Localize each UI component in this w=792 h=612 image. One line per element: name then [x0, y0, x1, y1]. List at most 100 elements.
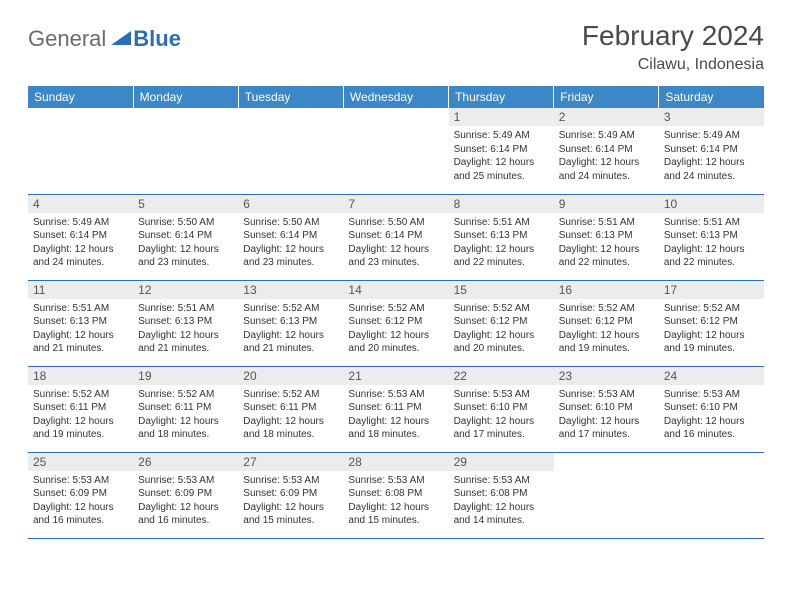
day-number: 12: [133, 281, 238, 299]
calendar-table: Sunday Monday Tuesday Wednesday Thursday…: [28, 86, 764, 539]
calendar-day-cell: 20Sunrise: 5:52 AMSunset: 6:11 PMDayligh…: [238, 366, 343, 452]
day-details: Sunrise: 5:50 AMSunset: 6:14 PMDaylight:…: [133, 213, 238, 275]
calendar-day-cell: 24Sunrise: 5:53 AMSunset: 6:10 PMDayligh…: [659, 366, 764, 452]
day-details: Sunrise: 5:49 AMSunset: 6:14 PMDaylight:…: [449, 126, 554, 188]
calendar-week-row: 25Sunrise: 5:53 AMSunset: 6:09 PMDayligh…: [28, 452, 764, 538]
brand-part2: Blue: [133, 26, 181, 52]
calendar-day-cell: 19Sunrise: 5:52 AMSunset: 6:11 PMDayligh…: [133, 366, 238, 452]
calendar-day-cell: 2Sunrise: 5:49 AMSunset: 6:14 PMDaylight…: [554, 108, 659, 194]
day-details: Sunrise: 5:51 AMSunset: 6:13 PMDaylight:…: [28, 299, 133, 361]
day-details: Sunrise: 5:50 AMSunset: 6:14 PMDaylight:…: [238, 213, 343, 275]
day-details: Sunrise: 5:51 AMSunset: 6:13 PMDaylight:…: [449, 213, 554, 275]
page-title: February 2024: [582, 20, 764, 52]
day-number: 3: [659, 108, 764, 126]
weekday-header: Thursday: [449, 86, 554, 108]
day-number: 11: [28, 281, 133, 299]
header-row: General Blue February 2024 Cilawu, Indon…: [28, 20, 764, 74]
day-details: Sunrise: 5:52 AMSunset: 6:12 PMDaylight:…: [659, 299, 764, 361]
day-number: 23: [554, 367, 659, 385]
day-number: 20: [238, 367, 343, 385]
day-number: 21: [343, 367, 448, 385]
day-number: 13: [238, 281, 343, 299]
brand-part1: General: [28, 26, 106, 52]
calendar-day-cell: 21Sunrise: 5:53 AMSunset: 6:11 PMDayligh…: [343, 366, 448, 452]
calendar-week-row: 4Sunrise: 5:49 AMSunset: 6:14 PMDaylight…: [28, 194, 764, 280]
day-number: 10: [659, 195, 764, 213]
day-details: Sunrise: 5:52 AMSunset: 6:12 PMDaylight:…: [554, 299, 659, 361]
day-details: Sunrise: 5:51 AMSunset: 6:13 PMDaylight:…: [659, 213, 764, 275]
day-details: Sunrise: 5:51 AMSunset: 6:13 PMDaylight:…: [554, 213, 659, 275]
day-number: 29: [449, 453, 554, 471]
day-number: 6: [238, 195, 343, 213]
weekday-header: Monday: [133, 86, 238, 108]
calendar-day-cell: 11Sunrise: 5:51 AMSunset: 6:13 PMDayligh…: [28, 280, 133, 366]
weekday-header: Tuesday: [238, 86, 343, 108]
calendar-week-row: 1Sunrise: 5:49 AMSunset: 6:14 PMDaylight…: [28, 108, 764, 194]
calendar-day-cell: 29Sunrise: 5:53 AMSunset: 6:08 PMDayligh…: [449, 452, 554, 538]
day-number: 14: [343, 281, 448, 299]
day-number: 4: [28, 195, 133, 213]
day-details: Sunrise: 5:53 AMSunset: 6:10 PMDaylight:…: [449, 385, 554, 447]
title-block: February 2024 Cilawu, Indonesia: [582, 20, 764, 74]
day-number: 7: [343, 195, 448, 213]
day-details: Sunrise: 5:49 AMSunset: 6:14 PMDaylight:…: [554, 126, 659, 188]
day-number: 19: [133, 367, 238, 385]
calendar-day-cell: [238, 108, 343, 194]
day-details: Sunrise: 5:49 AMSunset: 6:14 PMDaylight:…: [28, 213, 133, 275]
calendar-day-cell: [554, 452, 659, 538]
calendar-day-cell: 3Sunrise: 5:49 AMSunset: 6:14 PMDaylight…: [659, 108, 764, 194]
day-number: 22: [449, 367, 554, 385]
day-details: Sunrise: 5:52 AMSunset: 6:11 PMDaylight:…: [238, 385, 343, 447]
calendar-day-cell: 12Sunrise: 5:51 AMSunset: 6:13 PMDayligh…: [133, 280, 238, 366]
calendar-day-cell: 23Sunrise: 5:53 AMSunset: 6:10 PMDayligh…: [554, 366, 659, 452]
day-number: 27: [238, 453, 343, 471]
location-subtitle: Cilawu, Indonesia: [582, 56, 764, 74]
calendar-day-cell: 15Sunrise: 5:52 AMSunset: 6:12 PMDayligh…: [449, 280, 554, 366]
day-number: 9: [554, 195, 659, 213]
calendar-day-cell: 18Sunrise: 5:52 AMSunset: 6:11 PMDayligh…: [28, 366, 133, 452]
calendar-day-cell: 22Sunrise: 5:53 AMSunset: 6:10 PMDayligh…: [449, 366, 554, 452]
day-details: Sunrise: 5:51 AMSunset: 6:13 PMDaylight:…: [133, 299, 238, 361]
day-number: 8: [449, 195, 554, 213]
calendar-day-cell: [343, 108, 448, 194]
calendar-day-cell: 6Sunrise: 5:50 AMSunset: 6:14 PMDaylight…: [238, 194, 343, 280]
calendar-day-cell: [28, 108, 133, 194]
day-number: 16: [554, 281, 659, 299]
calendar-day-cell: 14Sunrise: 5:52 AMSunset: 6:12 PMDayligh…: [343, 280, 448, 366]
day-number: 25: [28, 453, 133, 471]
calendar-day-cell: 17Sunrise: 5:52 AMSunset: 6:12 PMDayligh…: [659, 280, 764, 366]
day-details: Sunrise: 5:52 AMSunset: 6:12 PMDaylight:…: [343, 299, 448, 361]
day-details: Sunrise: 5:53 AMSunset: 6:09 PMDaylight:…: [238, 471, 343, 533]
day-details: Sunrise: 5:53 AMSunset: 6:08 PMDaylight:…: [449, 471, 554, 533]
day-details: Sunrise: 5:53 AMSunset: 6:10 PMDaylight:…: [554, 385, 659, 447]
day-details: Sunrise: 5:53 AMSunset: 6:10 PMDaylight:…: [659, 385, 764, 447]
weekday-header-row: Sunday Monday Tuesday Wednesday Thursday…: [28, 86, 764, 108]
day-details: Sunrise: 5:52 AMSunset: 6:13 PMDaylight:…: [238, 299, 343, 361]
calendar-day-cell: [133, 108, 238, 194]
weekday-header: Sunday: [28, 86, 133, 108]
calendar-day-cell: 7Sunrise: 5:50 AMSunset: 6:14 PMDaylight…: [343, 194, 448, 280]
day-details: Sunrise: 5:53 AMSunset: 6:09 PMDaylight:…: [133, 471, 238, 533]
calendar-day-cell: 27Sunrise: 5:53 AMSunset: 6:09 PMDayligh…: [238, 452, 343, 538]
calendar-day-cell: 16Sunrise: 5:52 AMSunset: 6:12 PMDayligh…: [554, 280, 659, 366]
day-number: 24: [659, 367, 764, 385]
day-details: Sunrise: 5:52 AMSunset: 6:11 PMDaylight:…: [133, 385, 238, 447]
day-details: Sunrise: 5:50 AMSunset: 6:14 PMDaylight:…: [343, 213, 448, 275]
day-number: 26: [133, 453, 238, 471]
day-number: 15: [449, 281, 554, 299]
day-details: Sunrise: 5:53 AMSunset: 6:09 PMDaylight:…: [28, 471, 133, 533]
calendar-day-cell: [659, 452, 764, 538]
calendar-day-cell: 28Sunrise: 5:53 AMSunset: 6:08 PMDayligh…: [343, 452, 448, 538]
calendar-body: 1Sunrise: 5:49 AMSunset: 6:14 PMDaylight…: [28, 108, 764, 538]
brand-triangle-icon: [111, 29, 131, 50]
day-details: Sunrise: 5:53 AMSunset: 6:11 PMDaylight:…: [343, 385, 448, 447]
day-number: 28: [343, 453, 448, 471]
calendar-day-cell: 1Sunrise: 5:49 AMSunset: 6:14 PMDaylight…: [449, 108, 554, 194]
calendar-day-cell: 4Sunrise: 5:49 AMSunset: 6:14 PMDaylight…: [28, 194, 133, 280]
calendar-day-cell: 9Sunrise: 5:51 AMSunset: 6:13 PMDaylight…: [554, 194, 659, 280]
day-details: Sunrise: 5:49 AMSunset: 6:14 PMDaylight:…: [659, 126, 764, 188]
weekday-header: Saturday: [659, 86, 764, 108]
day-number: 17: [659, 281, 764, 299]
calendar-day-cell: 13Sunrise: 5:52 AMSunset: 6:13 PMDayligh…: [238, 280, 343, 366]
day-details: Sunrise: 5:52 AMSunset: 6:11 PMDaylight:…: [28, 385, 133, 447]
